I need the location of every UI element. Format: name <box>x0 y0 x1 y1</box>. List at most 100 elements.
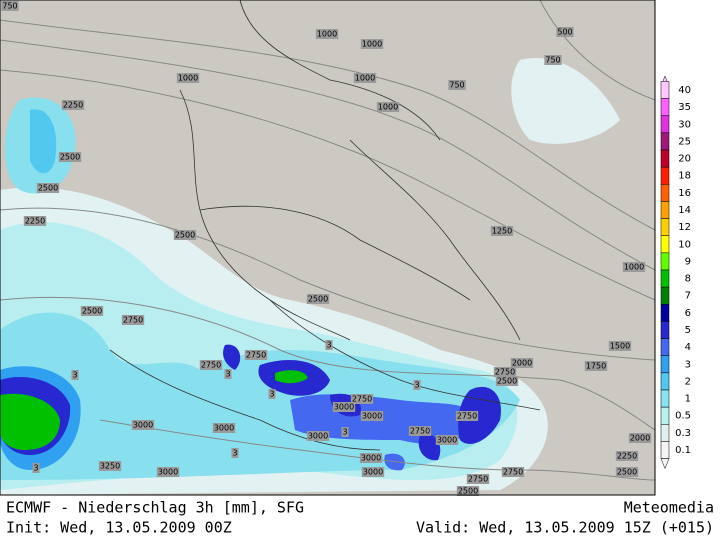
contour-label: 3000 <box>133 421 153 430</box>
contour-label-bg <box>306 294 330 304</box>
contour-label-bg <box>448 80 466 90</box>
legend-label: 0.5 <box>675 411 691 422</box>
contour-label: 2500 <box>60 153 80 162</box>
contour-label-bg <box>224 369 232 379</box>
contour-label: 2000 <box>512 359 532 368</box>
contour-label: 3 <box>33 464 38 473</box>
contour-label: 3 <box>269 390 274 399</box>
contour-label-bg <box>199 360 223 370</box>
contour-label-bg <box>495 376 519 386</box>
contour-label-bg <box>360 411 384 421</box>
legend-swatch <box>660 424 670 442</box>
contour-label-bg <box>493 367 517 377</box>
legend-label: 4 <box>685 342 691 353</box>
legend-label: 12 <box>678 222 691 233</box>
contour-label-bg <box>615 451 639 461</box>
contour-label-bg <box>80 306 104 316</box>
contour-label: 2500 <box>617 468 637 477</box>
contour-label-bg <box>231 448 239 458</box>
contour-label: 3 <box>72 371 77 380</box>
contour-label-bg <box>32 463 40 473</box>
legend-label: 3 <box>685 359 691 370</box>
contour-label-bg <box>622 262 646 272</box>
contour-label: 3000 <box>437 436 457 445</box>
legend-label: 10 <box>678 239 691 250</box>
contour-label-bg <box>413 380 421 390</box>
contour-label-bg <box>350 394 374 404</box>
contour-label-bg <box>628 433 652 443</box>
contour-label-bg <box>268 389 276 399</box>
legend-label: 0.3 <box>675 428 691 439</box>
contour-label: 1000 <box>624 263 644 272</box>
contour-label-bg <box>131 420 155 430</box>
legend-swatch <box>660 338 670 356</box>
contour-label-bg <box>510 358 534 368</box>
contour-label: 1000 <box>355 74 375 83</box>
contour-label-bg <box>244 350 268 360</box>
legend-label: 40 <box>678 85 691 96</box>
contour-label: 1000 <box>362 40 382 49</box>
contour-label: 2250 <box>25 217 45 226</box>
legend-swatch <box>660 98 670 116</box>
contour-label-bg <box>361 467 385 477</box>
contour-label-bg <box>490 226 514 236</box>
precip-fields <box>0 58 620 496</box>
legend-swatch <box>660 286 670 305</box>
contour-label: 2250 <box>63 101 83 110</box>
legend-swatch <box>660 166 670 185</box>
legend-swatch <box>660 218 670 236</box>
contour-label-bg <box>36 183 60 193</box>
contour-label-bg <box>98 461 122 471</box>
contour-label: 3000 <box>214 424 234 433</box>
legend-label: 1 <box>685 394 691 405</box>
legend-swatch <box>660 132 670 151</box>
contour-label: 3 <box>232 449 237 458</box>
contour-label-bg <box>376 102 400 112</box>
contour-label: 1000 <box>317 30 337 39</box>
legend-swatch <box>660 149 670 168</box>
contour-label-bg <box>608 341 632 351</box>
contour-label-bg <box>466 474 490 484</box>
contours <box>0 0 656 481</box>
legend-swatch <box>660 389 670 408</box>
contour-label: 750 <box>545 56 560 65</box>
legend-swatch <box>660 115 670 134</box>
legend-label: 30 <box>678 119 691 130</box>
contour-label: 2750 <box>457 412 477 421</box>
contour-label-bg <box>1 1 19 11</box>
contour-label: 2500 <box>38 184 58 193</box>
contour-label-bg <box>332 402 356 412</box>
contour-label: 3000 <box>361 454 381 463</box>
contour-label: 2750 <box>503 468 523 477</box>
contour-label: 2500 <box>308 295 328 304</box>
legend-swatch <box>660 201 670 219</box>
legend-swatch <box>660 304 670 322</box>
contour-label: 2750 <box>410 427 430 436</box>
contour-label-bg <box>556 27 574 37</box>
footer-valid: Valid: Wed, 13.05.2009 15Z (+015) <box>416 519 714 537</box>
contour-label-bg <box>584 361 608 371</box>
contour-label: 2500 <box>175 231 195 240</box>
contour-label-bg <box>71 370 79 380</box>
contour-label: 2750 <box>246 351 266 360</box>
legend-swatch <box>660 441 670 459</box>
map-area: 750 1000 1000 500 750 1000 1000 750 1000 2250 2500… <box>0 0 656 496</box>
contour-label-bg <box>341 427 349 437</box>
legend-label: 8 <box>685 274 691 285</box>
contour-label-bg <box>156 467 180 477</box>
contour-label-bg <box>360 39 384 49</box>
legend-swatch <box>660 252 670 271</box>
contour-label-bg <box>325 340 333 350</box>
contour-label-bg <box>306 431 330 441</box>
legend-label: 18 <box>678 171 691 182</box>
legend-label: 0.1 <box>675 445 691 456</box>
contour-label-bg <box>544 55 562 65</box>
contour-label: 1500 <box>610 342 630 351</box>
legend: 40 35 30 25 20 18 16 14 12 10 9 8 7 6 5 4 3 2 1 0.5 0.3 0.1 <box>660 75 691 470</box>
contour-label: 2500 <box>497 377 517 386</box>
legend-swatch <box>660 269 670 288</box>
contour-label: 2500 <box>458 487 478 496</box>
contour-label: 2000 <box>630 434 650 443</box>
contour-label-bg <box>501 467 525 477</box>
